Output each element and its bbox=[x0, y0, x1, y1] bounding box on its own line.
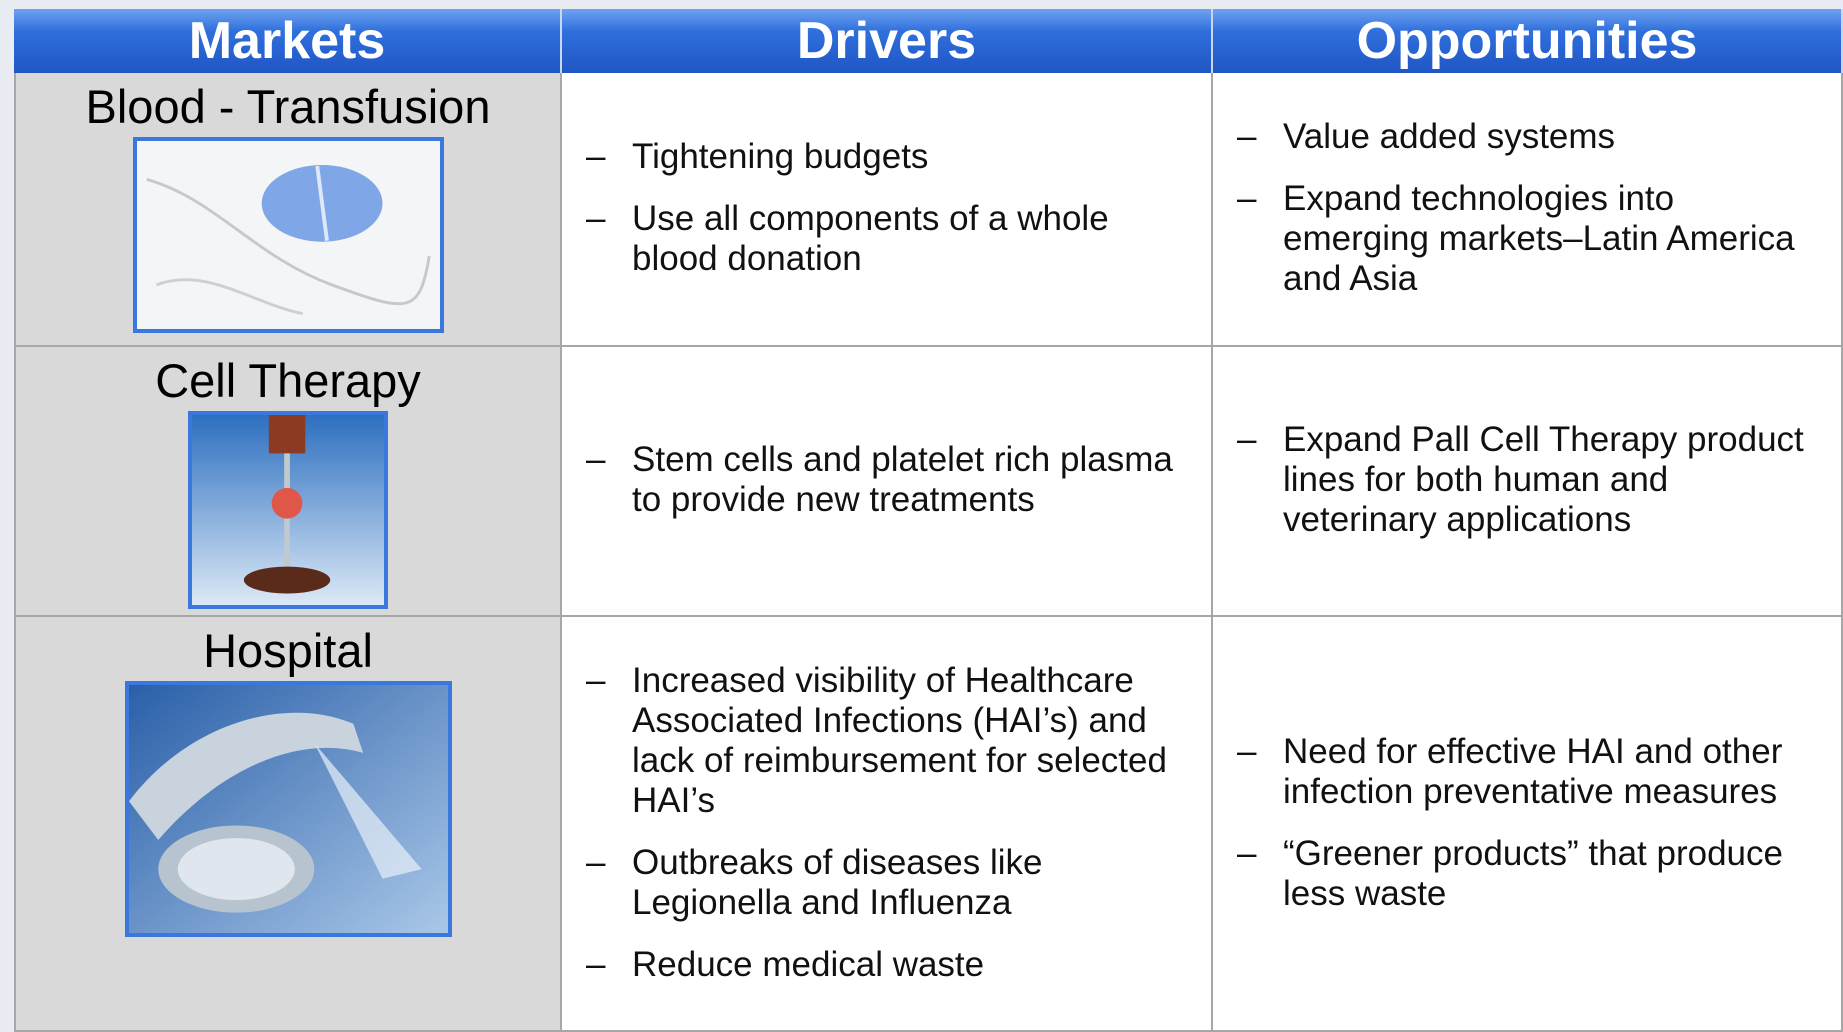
market-cell: Hospital bbox=[14, 617, 562, 1032]
drivers-cell: Stem cells and platelet rich plasma to p… bbox=[562, 347, 1213, 617]
opportunitie-item: “Greener products” that produce less was… bbox=[1237, 834, 1819, 914]
market-image bbox=[132, 136, 444, 333]
driver-item: Reduce medical waste bbox=[586, 945, 1189, 985]
opportunitie-item: Value added systems bbox=[1237, 117, 1819, 157]
column-header: Opportunities bbox=[1213, 9, 1843, 73]
market-name: Hospital bbox=[203, 624, 373, 677]
opportunities-cell: Value added systems Expand technologies i… bbox=[1213, 73, 1843, 347]
market-table: Markets Drivers Opportunities Blood - Trans… bbox=[14, 9, 1843, 1032]
driver-item: Use all components of a whole blood dona… bbox=[586, 199, 1189, 279]
opportunities-cell: Expand Pall Cell Therapy product lines f… bbox=[1213, 347, 1843, 617]
driver-item: Stem cells and platelet rich plasma to p… bbox=[586, 440, 1189, 520]
driver-item: Increased visibility of Healthcare Assoc… bbox=[586, 661, 1189, 821]
market-image bbox=[188, 410, 388, 609]
market-name: Blood - Transfusion bbox=[85, 80, 491, 133]
opportunitie-item: Expand Pall Cell Therapy product lines f… bbox=[1237, 420, 1819, 540]
column-header: Drivers bbox=[562, 9, 1213, 73]
market-cell: Cell Therapy bbox=[14, 347, 562, 617]
drivers-cell: Tightening budgets Use all components of … bbox=[562, 73, 1213, 347]
driver-item: Tightening budgets bbox=[586, 137, 1189, 177]
opportunitie-item: Need for effective HAI and other infecti… bbox=[1237, 732, 1819, 812]
column-header: Markets bbox=[14, 9, 562, 73]
opportunities-cell: Need for effective HAI and other infecti… bbox=[1213, 617, 1843, 1032]
opportunitie-item: Expand technologies into emerging market… bbox=[1237, 179, 1819, 299]
driver-item: Outbreaks of diseases like Legionella an… bbox=[586, 843, 1189, 923]
market-name: Cell Therapy bbox=[155, 354, 421, 407]
market-image bbox=[124, 680, 452, 937]
drivers-cell: Increased visibility of Healthcare Assoc… bbox=[562, 617, 1213, 1032]
market-cell: Blood - Transfusion bbox=[14, 73, 562, 347]
